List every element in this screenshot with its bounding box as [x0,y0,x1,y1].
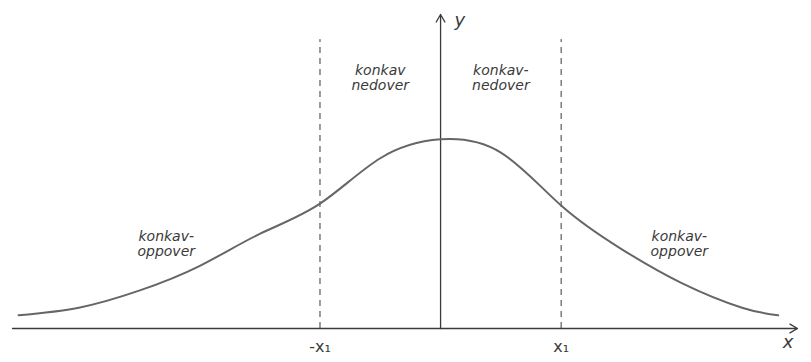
svg-text:x₁: x₁ [553,337,569,356]
svg-text:konkav-oppover: konkav-oppover [137,228,196,259]
svg-text:-x₁: -x₁ [309,337,331,356]
svg-text:konkav-oppover: konkav-oppover [651,228,710,259]
svg-text:y: y [454,9,466,30]
svg-text:konkavnedover: konkavnedover [351,62,410,93]
svg-text:konkav-nedover: konkav-nedover [472,62,531,93]
svg-text:x: x [782,331,794,352]
